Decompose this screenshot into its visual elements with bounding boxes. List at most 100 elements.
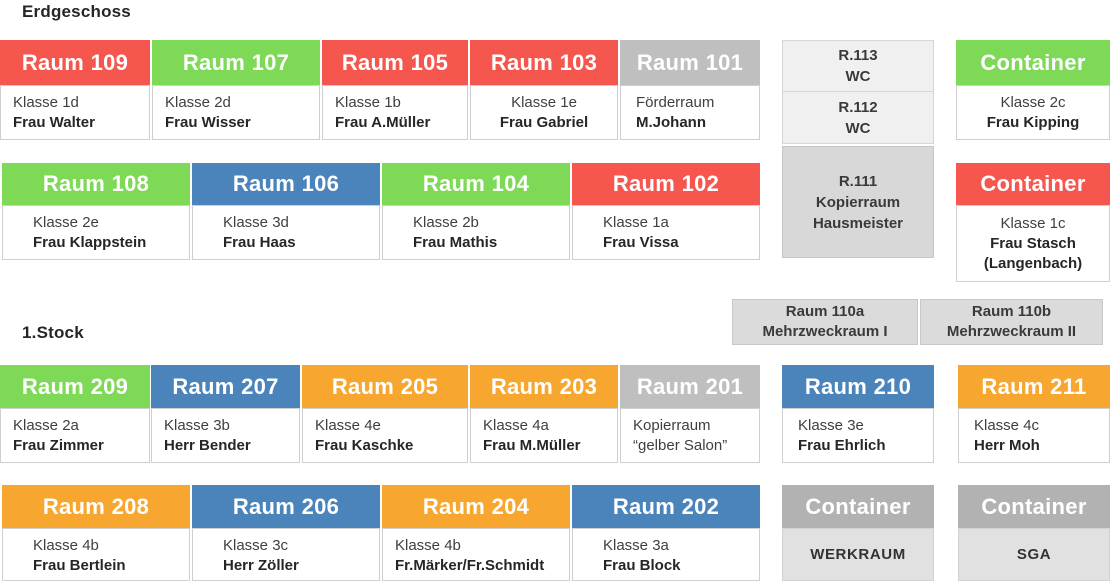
room-class: Klasse 1a [603, 214, 669, 231]
room-class: Klasse 2b [413, 214, 479, 231]
room-class: Klasse 4b [33, 537, 99, 554]
room-card-210: Raum 210 Klasse 3e Frau Ehrlich [782, 365, 934, 463]
utility-box-110a: Raum 110a Mehrzweckraum I [732, 299, 918, 345]
container-title: Container [958, 485, 1110, 528]
room-title: Raum 209 [0, 365, 150, 408]
room-card-201: Raum 201 Kopierraum “gelber Salon” [620, 365, 760, 463]
room-card-109: Raum 109 Klasse 1d Frau Walter [0, 40, 150, 140]
room-teacher: Frau Haas [223, 234, 296, 251]
room-class: Klasse 3a [603, 537, 669, 554]
room-teacher: Frau Ehrlich [798, 437, 886, 454]
room-class: Klasse 2e [33, 214, 99, 231]
room-card-105: Raum 105 Klasse 1b Frau A.Müller [322, 40, 468, 140]
container-card-werkraum: Container WERKRAUM [782, 485, 934, 581]
utility-box-wc-113: R.113 WC [782, 40, 934, 92]
room-card-102: Raum 102 Klasse 1a Frau Vissa [572, 163, 760, 260]
room-title: Raum 105 [322, 40, 468, 85]
room-card-104: Raum 104 Klasse 2b Frau Mathis [382, 163, 570, 260]
container-title: Container [956, 163, 1110, 205]
room-teacher: Frau A.Müller [335, 114, 431, 131]
room-class: Klasse 2d [165, 94, 231, 111]
container-room-use: WERKRAUM [782, 528, 934, 581]
room-card-103: Raum 103 Klasse 1e Frau Gabriel [470, 40, 618, 140]
room-class: Klasse 4c [974, 417, 1040, 434]
room-title: Raum 203 [470, 365, 618, 408]
room-teacher: Frau Stasch [990, 234, 1076, 252]
room-class: Förderraum [636, 94, 715, 111]
container-card-1c: Container Klasse 1c Frau Stasch (Langenb… [956, 163, 1110, 282]
room-card-211: Raum 211 Klasse 4c Herr Moh [958, 365, 1110, 463]
room-class: Klasse 4e [315, 417, 381, 434]
utility-room-use: Mehrzweckraum I [762, 323, 888, 340]
room-card-209: Raum 209 Klasse 2a Frau Zimmer [0, 365, 150, 463]
room-use: Kopierraum [633, 417, 711, 434]
room-title: Raum 208 [2, 485, 190, 528]
room-teacher: Frau Kipping [986, 113, 1080, 131]
room-teacher: Frau Vissa [603, 234, 679, 251]
room-teacher: Fr.Märker/Fr.Schmidt [395, 557, 545, 574]
room-class: Klasse 1e [511, 93, 577, 111]
room-title: Raum 205 [302, 365, 468, 408]
room-teacher: Herr Zöller [223, 557, 299, 574]
room-card-206: Raum 206 Klasse 3c Herr Zöller [192, 485, 380, 581]
room-class: Klasse 4b [395, 537, 461, 554]
room-title: Raum 103 [470, 40, 618, 85]
room-class: Klasse 4a [483, 417, 549, 434]
utility-room-use2: Hausmeister [812, 214, 904, 232]
utility-room-number: Raum 110a [785, 303, 865, 320]
room-title: Raum 211 [958, 365, 1110, 408]
room-teacher: M.Johann [636, 114, 706, 131]
room-teacher: Frau Wisser [165, 114, 251, 131]
room-title: Raum 207 [151, 365, 300, 408]
room-card-107: Raum 107 Klasse 2d Frau Wisser [152, 40, 320, 140]
room-teacher: Frau Mathis [413, 234, 498, 251]
room-class: Klasse 2a [13, 417, 79, 434]
container-room-use: SGA [958, 528, 1110, 581]
room-teacher: Herr Moh [974, 437, 1040, 454]
container-title: Container [782, 485, 934, 528]
room-teacher: Frau Zimmer [13, 437, 104, 454]
utility-room-number: R.113 [838, 47, 878, 64]
room-teacher: Frau Klappstein [33, 234, 147, 251]
room-title: Raum 107 [152, 40, 320, 85]
room-card-202: Raum 202 Klasse 3a Frau Block [572, 485, 760, 581]
room-title: Raum 104 [382, 163, 570, 205]
room-teacher: Frau Block [603, 557, 681, 574]
room-title: Raum 210 [782, 365, 934, 408]
room-card-205: Raum 205 Klasse 4e Frau Kaschke [302, 365, 468, 463]
room-card-208: Raum 208 Klasse 4b Frau Bertlein [2, 485, 190, 581]
utility-box-wc-112: R.112 WC [782, 91, 934, 144]
utility-box-r111: R.111 Kopierraum Hausmeister [782, 146, 934, 258]
utility-room-use: WC [845, 119, 871, 137]
room-class: Klasse 1c [1000, 214, 1066, 232]
utility-box-110b: Raum 110b Mehrzweckraum II [920, 299, 1103, 345]
room-card-101: Raum 101 Förderraum M.Johann [620, 40, 760, 140]
room-teacher: Frau M.Müller [483, 437, 581, 454]
room-class: Klasse 3c [223, 537, 289, 554]
container-card-2c: Container Klasse 2c Frau Kipping [956, 40, 1110, 140]
room-card-204: Raum 204 Klasse 4b Fr.Märker/Fr.Schmidt [382, 485, 570, 581]
floor-heading-1stock: 1.Stock [22, 323, 84, 342]
room-class: Klasse 1d [13, 94, 79, 111]
room-class: Klasse 3d [223, 214, 289, 231]
room-card-106: Raum 106 Klasse 3d Frau Haas [192, 163, 380, 260]
utility-room-use: Mehrzweckraum II [946, 323, 1077, 340]
room-title: Raum 206 [192, 485, 380, 528]
room-teacher: Frau Gabriel [499, 113, 589, 131]
room-teacher-note: (Langenbach) [983, 254, 1083, 272]
room-teacher: Herr Bender [164, 437, 251, 454]
utility-room-number: Raum 110b [971, 303, 1052, 320]
room-card-203: Raum 203 Klasse 4a Frau M.Müller [470, 365, 618, 463]
room-teacher: Frau Kaschke [315, 437, 414, 454]
floor-heading-erdgeschoss: Erdgeschoss [22, 2, 131, 21]
room-class: Klasse 2c [1000, 93, 1066, 111]
utility-room-number: R.112 [838, 98, 878, 116]
room-title: Raum 204 [382, 485, 570, 528]
room-title: Raum 101 [620, 40, 760, 85]
container-title: Container [956, 40, 1110, 85]
room-use-note: “gelber Salon” [633, 437, 728, 454]
room-card-207: Raum 207 Klasse 3b Herr Bender [151, 365, 300, 463]
room-class: Klasse 3b [164, 417, 230, 434]
room-class: Klasse 1b [335, 94, 401, 111]
room-title: Raum 202 [572, 485, 760, 528]
